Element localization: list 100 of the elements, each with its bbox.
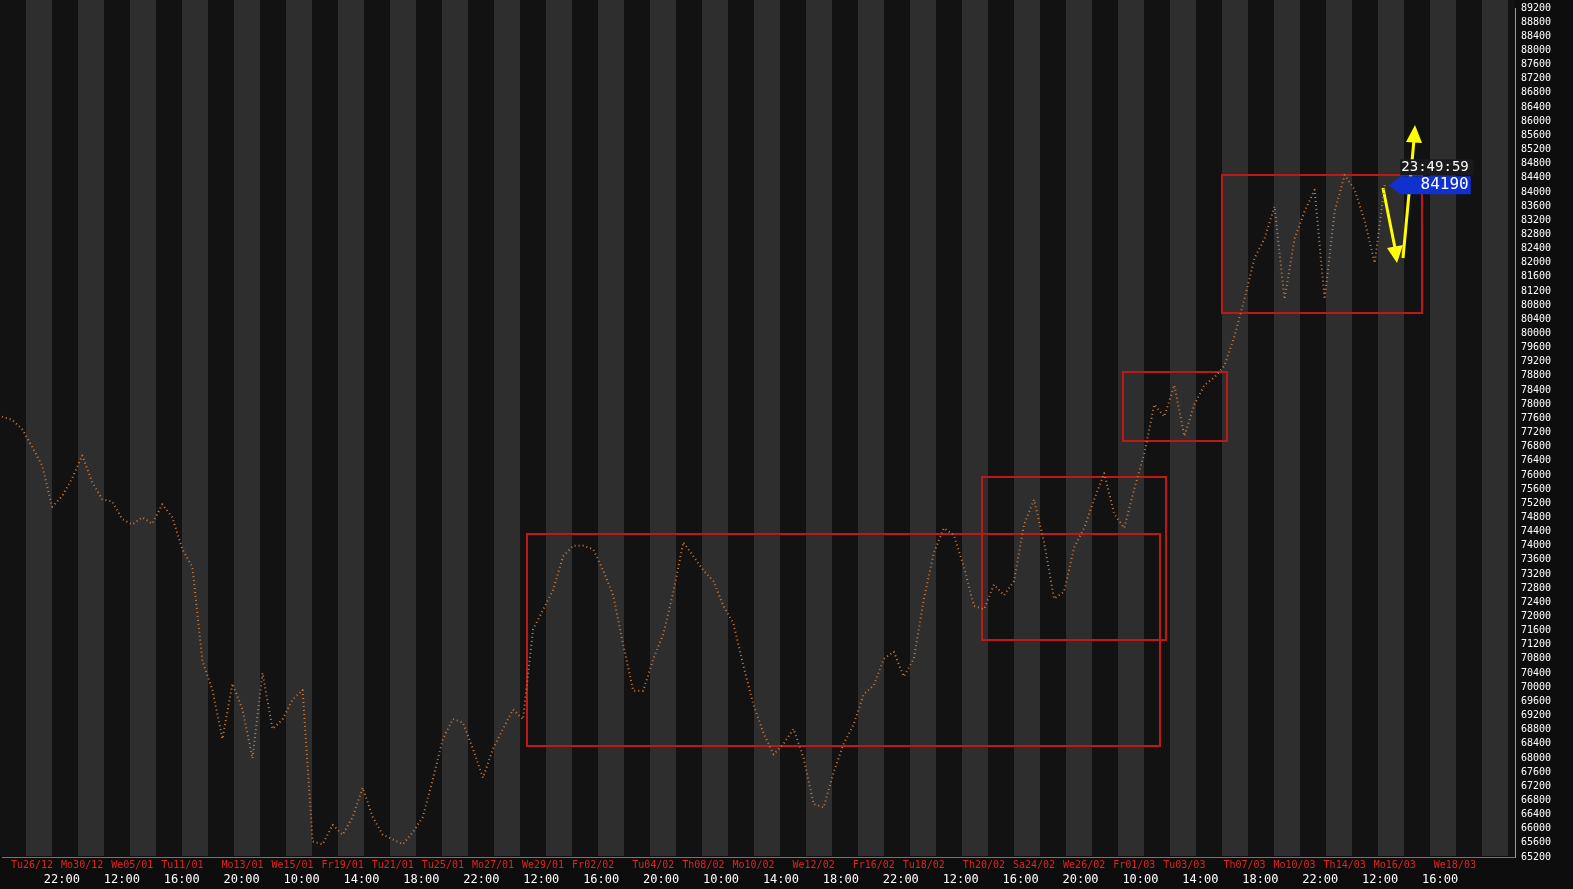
- x-tick-label: Tu03/03: [1163, 858, 1206, 870]
- x-tick-label: Mo10/03: [1273, 858, 1316, 870]
- y-tick-label: 79200: [1521, 355, 1552, 367]
- y-tick-label: 65200: [1521, 850, 1552, 862]
- y-tick-label: 77600: [1521, 411, 1552, 423]
- y-tick-label: 76800: [1521, 440, 1552, 452]
- x-tick-label: We12/02: [792, 858, 835, 870]
- y-tick-label: 66800: [1521, 793, 1552, 805]
- text: 22:00: [43, 872, 80, 887]
- text: 14:00: [1182, 872, 1219, 887]
- y-tick-label: 86000: [1521, 114, 1552, 126]
- y-tick-label: 76400: [1521, 454, 1552, 466]
- text: 14:00: [343, 872, 380, 887]
- y-tick-label: 67200: [1521, 779, 1552, 791]
- x-tick-label: Fr16/02: [852, 858, 895, 870]
- line-series: [1, 173, 1386, 846]
- x-tick-label: We18/03: [1433, 858, 1476, 870]
- text: 16:00: [1421, 872, 1459, 887]
- y-tick-label: 78400: [1521, 383, 1552, 395]
- y-tick-label: 74800: [1521, 510, 1552, 522]
- y-tick-label: 72800: [1521, 581, 1552, 593]
- text: 22:00: [882, 872, 919, 887]
- y-tick-label: 81200: [1521, 284, 1552, 296]
- y-tick-label: 88800: [1521, 15, 1552, 27]
- text: 18:00: [1242, 872, 1279, 887]
- y-tick-label: 85200: [1521, 143, 1552, 155]
- y-tick-label: 82400: [1521, 242, 1552, 254]
- y-tick-label: 84400: [1521, 171, 1552, 183]
- text: 10:00: [1122, 872, 1159, 887]
- text: 22:00: [1302, 872, 1339, 887]
- y-tick-label: 71200: [1521, 638, 1552, 650]
- text: 18:00: [403, 872, 440, 887]
- y-tick-label: 78000: [1521, 397, 1552, 409]
- y-tick-label: 80000: [1521, 327, 1552, 339]
- x-tick-label: Fr02/02: [572, 858, 615, 870]
- y-tick-label: 79600: [1521, 341, 1552, 353]
- x-tick-label: Sa24/02: [1012, 858, 1056, 870]
- y-tick-label: 71600: [1521, 624, 1552, 636]
- x-tick-label: Tu21/01: [371, 858, 414, 870]
- y-tick-label: 77200: [1521, 426, 1552, 438]
- y-tick-label: 68400: [1521, 737, 1552, 749]
- text: 10:00: [702, 872, 740, 887]
- y-tick-label: 72000: [1521, 610, 1552, 622]
- text: 16:00: [583, 872, 620, 887]
- x-tick-label: We29/01: [521, 858, 565, 870]
- y-tick-label: 88000: [1521, 44, 1552, 56]
- y-tick-label: 82800: [1521, 227, 1552, 239]
- y-tick-label: 89200: [1521, 1, 1552, 13]
- text: 12:00: [523, 872, 560, 887]
- text: 16:00: [1002, 872, 1039, 887]
- y-tick-label: 83600: [1521, 199, 1552, 211]
- text: 20:00: [223, 872, 260, 887]
- x-tick-label: Tu18/02: [902, 858, 945, 870]
- text: 16:00: [163, 872, 200, 887]
- y-tick-label: 83200: [1521, 213, 1552, 225]
- x-tick-label: Th14/03: [1323, 858, 1366, 870]
- x-tick-label: Mo10/02: [732, 858, 775, 870]
- text: 12:00: [1362, 872, 1399, 887]
- y-tick-label: 72400: [1521, 595, 1552, 607]
- y-tick-label: 69600: [1521, 694, 1552, 706]
- y-tick-label: 70000: [1521, 680, 1552, 692]
- x-tick-label: Mo16/03: [1373, 858, 1416, 870]
- text: 20:00: [1062, 872, 1099, 887]
- y-tick-label: 80800: [1521, 298, 1552, 310]
- y-tick-label: 75600: [1521, 482, 1552, 494]
- y-tick-label: 68800: [1521, 723, 1552, 735]
- y-tick-label: 80400: [1521, 312, 1552, 324]
- text: 18:00: [822, 872, 859, 887]
- x-tick-label: Tu26/12: [10, 858, 54, 870]
- text: 10:00: [283, 872, 320, 887]
- y-tick-label: 66000: [1521, 822, 1552, 834]
- y-tick-label: 76000: [1521, 468, 1552, 480]
- x-tick-label: Tu11/01: [161, 858, 204, 870]
- x-tick-label: Th08/02: [682, 858, 725, 870]
- y-tick-label: 73200: [1521, 567, 1552, 579]
- y-tick-label: 87600: [1521, 58, 1552, 70]
- y-tick-label: 74000: [1521, 539, 1552, 551]
- y-tick-label: 70800: [1521, 652, 1552, 664]
- y-tick-label: 74400: [1521, 525, 1552, 537]
- annotation: 23:49:59: [1401, 157, 1469, 174]
- x-tick-label: Fr01/03: [1113, 858, 1156, 870]
- y-tick-label: 78800: [1521, 369, 1552, 381]
- x-tick-label: Th20/02: [962, 858, 1006, 870]
- y-tick-label: 81600: [1521, 270, 1552, 282]
- x-tick-label: Th07/03: [1223, 858, 1266, 870]
- x-tick-label: Tu25/01: [421, 858, 464, 870]
- x-tick-label: We15/01: [271, 858, 314, 870]
- y-tick-label: 88400: [1521, 29, 1552, 41]
- y-tick-label: 86800: [1521, 86, 1552, 98]
- y-tick-label: 85600: [1521, 128, 1552, 140]
- annotation: 84190: [1420, 174, 1469, 194]
- y-tick-label: 66400: [1521, 808, 1552, 820]
- x-tick-label: Mo30/12: [61, 858, 104, 870]
- x-tick-label: Mo27/01: [471, 858, 515, 870]
- text: 14:00: [762, 872, 800, 887]
- y-tick-label: 67600: [1521, 765, 1552, 777]
- text: 12:00: [942, 872, 979, 887]
- text: 12:00: [103, 872, 140, 887]
- y-tick-label: 84000: [1521, 185, 1552, 197]
- x-tick-label: Tu04/02: [632, 858, 675, 870]
